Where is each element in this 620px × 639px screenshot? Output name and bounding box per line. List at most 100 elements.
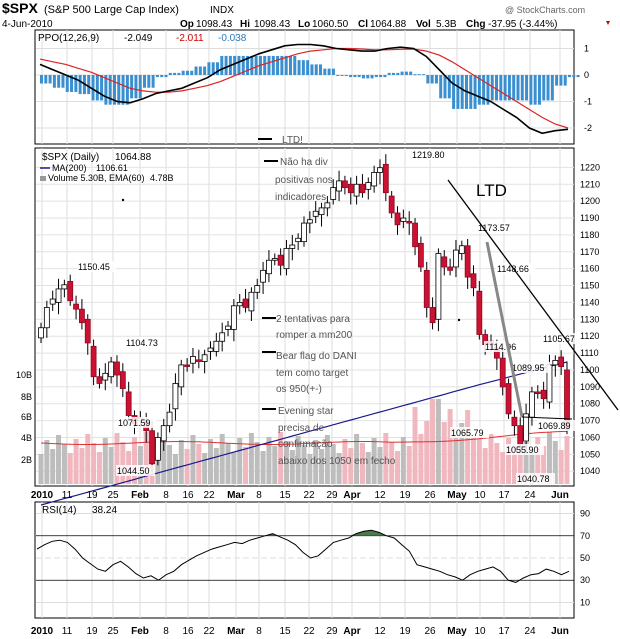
volume-bar	[143, 432, 149, 484]
volume-bar	[96, 452, 102, 484]
price-y-tick: 1130	[580, 314, 599, 324]
price-annotation: 1148.66	[497, 264, 529, 274]
ppo-hist-bar	[44, 75, 48, 84]
ppo-hist-bar	[349, 75, 353, 78]
volume-bar	[44, 440, 50, 484]
ppo-y-tick: -2	[584, 123, 592, 133]
volume-bar	[295, 436, 301, 484]
candle-body	[119, 371, 126, 389]
ma-legend-value: 1106.61	[96, 163, 128, 173]
price-y-tick: 1050	[580, 449, 600, 459]
price-annotation: 1055.90	[506, 445, 539, 455]
candle-body	[453, 249, 459, 268]
vol-value: 5.3B	[436, 19, 457, 30]
ppo-hist-bar	[529, 75, 533, 105]
ppo-hist-bar	[404, 71, 408, 75]
candle-body	[125, 391, 132, 416]
volume-bar	[61, 444, 67, 484]
x-tick-label: 12	[374, 490, 386, 501]
candle-body	[289, 244, 296, 249]
ma200-line	[40, 361, 568, 506]
rsi-y-tick: 70	[580, 531, 590, 541]
x-tick-label-bottom: 11	[62, 626, 73, 637]
price-annotation-bg	[537, 420, 577, 431]
ppo-hist-bar	[353, 75, 357, 78]
ppo-hist-bar	[267, 55, 271, 75]
volume-bar	[494, 443, 500, 484]
price-annotation-bg	[496, 263, 536, 274]
ppo-hist-bar	[520, 75, 524, 101]
candle-body	[429, 307, 436, 324]
ppo-hist-bar	[366, 75, 370, 79]
candle-body	[184, 364, 191, 367]
volume-bar	[506, 438, 512, 484]
ppo-hist-bar	[241, 55, 245, 75]
x-tick-label: 26	[424, 490, 436, 501]
vol-label: Vol	[416, 19, 431, 30]
x-tick-label-bottom: 8	[163, 626, 169, 637]
candle-body	[529, 391, 535, 418]
ppo-hist-bar	[164, 75, 168, 78]
price-annotation: 1173.57	[478, 223, 510, 233]
chart-header: $SPX (S&P 500 Large Cap Index) INDX @ St…	[2, 0, 610, 30]
volume-bar	[453, 436, 459, 484]
price-y-tick: 1170	[580, 247, 599, 257]
candle-body	[178, 364, 185, 388]
price-annotation: 1150.45	[78, 262, 110, 272]
candle-body	[230, 305, 237, 330]
ppo-hist-bar	[173, 72, 177, 75]
volume-ema-value: 4.78B	[150, 173, 174, 183]
volume-bar	[272, 446, 278, 484]
ppo-hist-bar	[216, 62, 219, 75]
candle-body	[377, 167, 383, 173]
volume-bar	[441, 422, 447, 484]
price-annotation-bg	[484, 341, 524, 352]
ppo-hist-bar	[533, 75, 537, 105]
ppo-legend-name: PPO(12,26,9)	[38, 33, 99, 44]
x-tick-label-bottom: Jun	[551, 626, 569, 637]
ppo-legend: PPO(12,26,9) -2.049 -2.011 -0.038	[38, 33, 247, 44]
volume-bar	[488, 434, 494, 484]
volume-bar	[120, 442, 126, 484]
gridlines	[36, 30, 574, 618]
ppo-hist-bar	[495, 75, 499, 101]
volume-bar	[237, 438, 243, 484]
price-annotation-bg	[450, 427, 490, 438]
candle-body	[225, 325, 231, 330]
symbol-name: (S&P 500 Large Cap Index)	[44, 4, 179, 16]
candle-body	[318, 207, 325, 216]
price-annotation: 1105.67	[543, 334, 575, 344]
price-annotation-bg	[542, 333, 582, 344]
ppo-hist-bar	[319, 64, 323, 75]
candle-body	[266, 259, 272, 275]
price-y-tick: 1150	[580, 281, 599, 291]
candle-body	[382, 163, 389, 194]
ppo-hist-bar	[190, 70, 194, 75]
ppo-hist-bar	[112, 75, 116, 105]
ppo-hist-bar	[207, 62, 211, 75]
ppo-hist-bar	[486, 75, 490, 105]
price-y-tick: 1080	[580, 399, 600, 409]
candle-body	[394, 212, 401, 226]
price-panel: 1150.45 1104.73 1071.59 1044.50 1219.80 1173.…	[38, 149, 619, 506]
price-annotation-bg	[125, 337, 165, 348]
volume-bar	[517, 433, 523, 484]
volume-bar	[482, 448, 488, 484]
volume-bar	[365, 452, 371, 484]
ppo-hist-bar	[473, 75, 477, 109]
volume-bar	[535, 437, 541, 484]
candle-body	[359, 183, 366, 194]
ppo-hist-bar	[576, 75, 580, 78]
ppo-legend-value: -2.049	[124, 33, 153, 44]
ppo-hist-bar	[57, 75, 61, 88]
x-tick-label-bottom: 25	[107, 626, 119, 637]
ppo-hist-bar	[100, 75, 104, 101]
volume-ema-line	[40, 430, 568, 445]
volume-bar	[190, 435, 196, 484]
volume-y-tick: 4B	[21, 433, 32, 443]
volume-bar	[108, 447, 114, 484]
axes: 2010 2010 11 11 19 19 25 25 Feb Feb 8 8 16 16 22 22 Mar M…	[16, 44, 600, 638]
ppo-hist-bar	[280, 55, 284, 75]
volume-bar	[278, 432, 284, 484]
volume-bar	[424, 421, 430, 484]
